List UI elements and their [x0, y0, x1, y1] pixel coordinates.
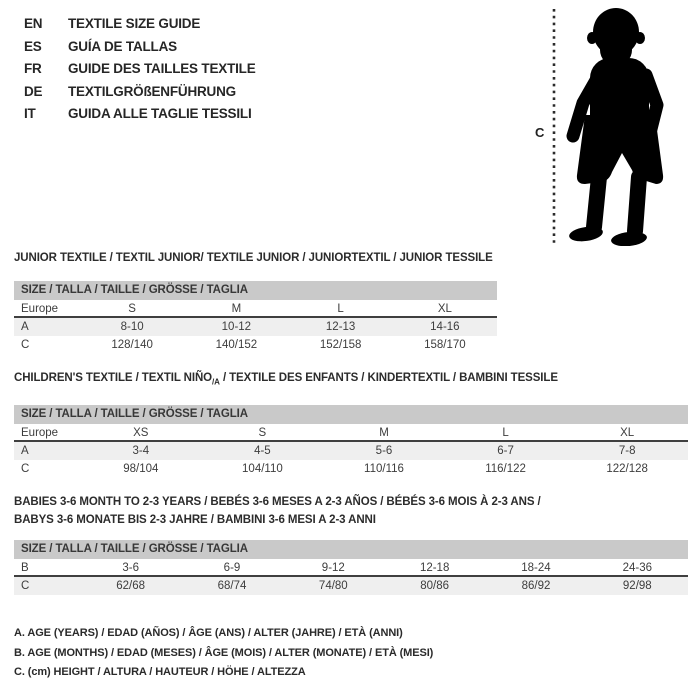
size-cell: S [128, 303, 136, 315]
language-code: FR [24, 61, 42, 76]
size-cell: 80/86 [420, 580, 450, 592]
size-cell: M [231, 303, 242, 315]
language-title: GUÍA DE TALLAS [68, 38, 177, 54]
children-table-title-subscript: /A [212, 377, 220, 387]
size-cell: 74/80 [318, 580, 348, 592]
language-title: GUIDA ALLE TAGLIE TESSILI [68, 106, 252, 121]
size-cell: L [502, 427, 509, 440]
size-cell: 86/92 [521, 580, 551, 592]
babies-table-title-line1: BABIES 3-6 MONTH TO 2-3 YEARS / BEBÉS 3-… [14, 496, 541, 508]
language-code: DE [24, 83, 43, 99]
language-row: EN TEXTILE SIZE GUIDE [24, 13, 256, 36]
size-cell: 3-4 [132, 445, 150, 458]
size-cell: 98/104 [123, 463, 159, 476]
size-cell: 110/116 [364, 463, 404, 476]
children-table-title-text: CHILDREN'S TEXTILE / TEXTIL NIÑO [14, 372, 213, 384]
language-row: ES GUÍA DE TALLAS [24, 36, 256, 59]
size-cell: 14-16 [430, 321, 460, 333]
baby-silhouette [566, 8, 664, 247]
row-label: Europe [21, 303, 59, 315]
size-cell: 6-9 [223, 562, 241, 574]
size-figure: C [527, 3, 700, 247]
size-cell: 158/170 [424, 339, 466, 351]
legend-notes: A. AGE (YEARS) / EDAD (AÑOS) / ÂGE (ANS)… [14, 624, 433, 683]
size-cell: S [258, 427, 267, 440]
babies-size-table: BABIES 3-6 MONTH TO 2-3 YEARS / BEBÉS 3-… [14, 494, 688, 595]
children-size-header-bar: SIZE / TALLA / TAILLE / GRÖSSE / TAGLIA [14, 405, 688, 425]
table-row: B 3-6 6-9 9-12 12-18 18-24 24-36 [14, 559, 688, 577]
babies-table-title-line2: BABYS 3-6 MONATE BIS 2-3 JAHRE / BAMBINI… [14, 513, 376, 526]
size-cell: 8-10 [120, 321, 144, 333]
size-cell: L [337, 303, 344, 315]
row-label: C [21, 580, 30, 592]
row-label: B [21, 562, 29, 574]
size-cell: 122/128 [606, 463, 648, 476]
babies-table-title: BABIES 3-6 MONTH TO 2-3 YEARS / BEBÉS 3-… [14, 494, 688, 529]
note-age-months: B. AGE (MONTHS) / EDAD (MESES) / ÂGE (MO… [14, 646, 434, 659]
size-cell: XL [437, 303, 452, 315]
size-cell: 128/140 [111, 339, 153, 351]
baby-silhouette-svg: C [535, 8, 664, 247]
language-row: IT GUIDA ALLE TAGLIE TESSILI [24, 103, 256, 126]
table-row: A 3-4 4-5 5-6 6-7 7-8 [14, 442, 688, 461]
size-cell: 12-18 [419, 562, 450, 574]
size-cell: 6-7 [497, 445, 514, 458]
size-cell: 24-36 [622, 562, 653, 574]
children-size-table: CHILDREN'S TEXTILE / TEXTIL NIÑO/A / TEX… [14, 371, 688, 478]
junior-table-title-text: JUNIOR TEXTILE / TEXTIL JUNIOR/ TEXTILE … [14, 252, 493, 264]
language-code: ES [24, 38, 42, 54]
size-cell: 5-6 [375, 445, 393, 458]
size-cell: 104/110 [242, 463, 283, 476]
children-table-rows: Europe XS S M L XL A 3-4 4-5 5-6 6-7 7-8 C 98/104 104/… [14, 424, 688, 478]
note-height-cm: C. (cm) HEIGHT / ALTURA / HAUTEUR / HÖHE… [14, 666, 306, 678]
language-code: EN [24, 16, 43, 31]
language-title: TEXTILGRÖßENFÜHRUNG [68, 83, 236, 99]
language-row: DE TEXTILGRÖßENFÜHRUNG [24, 81, 256, 104]
size-cell: 12-13 [325, 321, 356, 333]
note-age-years: A. AGE (YEARS) / EDAD (AÑOS) / ÂGE (ANS)… [14, 627, 403, 639]
size-cell: 10-12 [221, 321, 252, 333]
language-legend: EN TEXTILE SIZE GUIDE ES GUÍA DE TALLAS FR GU… [24, 13, 256, 126]
table-row: Europe S M L XL [14, 300, 497, 318]
size-cell: 9-12 [321, 562, 345, 574]
junior-table-rows: Europe S M L XL A 8-10 10-12 12-13 14-16 C 128/140 1… [14, 300, 497, 354]
junior-size-table: JUNIOR TEXTILE / TEXTIL JUNIOR/ TEXTILE … [14, 251, 497, 354]
table-row: C 128/140 140/152 152/158 158/170 [14, 336, 497, 354]
size-cell: 68/74 [217, 580, 247, 592]
language-title: TEXTILE SIZE GUIDE [68, 16, 201, 31]
size-cell: XS [133, 427, 149, 440]
language-title: GUIDE DES TAILLES TEXTILE [68, 61, 256, 76]
size-cell: XL [620, 427, 635, 440]
size-cell: 140/152 [215, 339, 258, 351]
row-label: A [21, 321, 29, 333]
junior-table-title: JUNIOR TEXTILE / TEXTIL JUNIOR/ TEXTILE … [14, 251, 497, 265]
row-label: Europe [21, 427, 59, 440]
height-label: C [535, 125, 545, 140]
row-label: C [21, 463, 30, 476]
table-row: C 62/68 68/74 74/80 80/86 86/92 92/98 [14, 577, 688, 595]
table-row: A 8-10 10-12 12-13 14-16 [14, 318, 497, 336]
size-cell: 7-8 [618, 445, 636, 458]
size-cell: 3-6 [122, 562, 139, 574]
size-cell: 18-24 [521, 562, 551, 574]
language-row: FR GUIDE DES TAILLES TEXTILE [24, 58, 256, 81]
size-cell: 152/158 [319, 339, 362, 351]
size-cell: 4-5 [254, 445, 271, 458]
size-cell: 116/122 [485, 463, 526, 476]
size-cell: M [379, 427, 389, 440]
table-row: C 98/104 104/110 110/116 116/122 122/128 [14, 460, 688, 478]
size-cell: 92/98 [622, 580, 652, 592]
table-row: Europe XS S M L XL [14, 424, 688, 443]
junior-size-header-bar: SIZE / TALLA / TAILLE / GRÖSSE / TAGLIA [14, 281, 497, 300]
language-code: IT [24, 106, 36, 121]
row-label: A [21, 445, 29, 458]
babies-table-rows: B 3-6 6-9 9-12 12-18 18-24 24-36 C 62/68 68/74 74/… [14, 559, 688, 595]
children-table-title-rest: / TEXTILE DES ENFANTS / KINDERTEXTIL / B… [219, 372, 558, 384]
children-table-title: CHILDREN'S TEXTILE / TEXTIL NIÑO/A / TEX… [14, 371, 688, 389]
size-cell: 62/68 [116, 580, 146, 592]
row-label: C [21, 339, 30, 351]
babies-size-header-bar: SIZE / TALLA / TAILLE / GRÖSSE / TAGLIA [14, 540, 688, 559]
